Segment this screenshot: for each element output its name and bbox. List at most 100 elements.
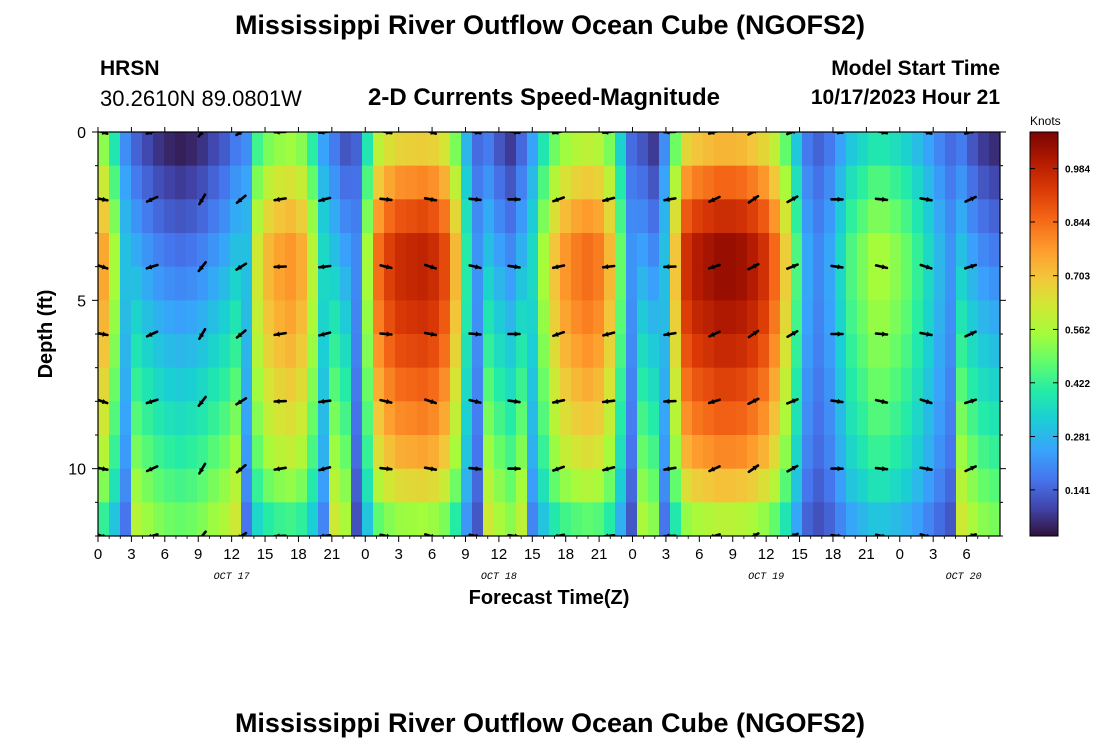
heatmap-cell — [219, 468, 231, 503]
heatmap-cell — [725, 401, 737, 436]
heatmap-cell — [923, 132, 935, 167]
heatmap-cell — [560, 266, 572, 301]
heatmap-cell — [472, 367, 484, 402]
heatmap-cell — [472, 502, 484, 536]
heatmap-cell — [98, 502, 110, 536]
heatmap-cell — [736, 401, 748, 436]
heatmap-cell — [164, 300, 176, 335]
heatmap-cell — [956, 401, 968, 436]
heatmap-cell — [285, 401, 297, 436]
heatmap-cell — [637, 165, 649, 200]
heatmap-cell — [824, 468, 836, 503]
heatmap-cell — [527, 468, 539, 503]
heatmap-cell — [714, 435, 726, 470]
heatmap-cell — [296, 132, 308, 167]
heatmap-cell — [780, 502, 792, 536]
heatmap-cell — [142, 367, 154, 402]
heatmap-cell — [98, 401, 110, 436]
current-vector — [875, 132, 889, 135]
heatmap-cell — [956, 468, 968, 503]
heatmap-cell — [439, 334, 451, 369]
heatmap-cell — [692, 233, 704, 268]
heatmap-cell — [406, 266, 418, 301]
heatmap-cell — [813, 334, 825, 369]
heatmap-cell — [549, 300, 561, 335]
heatmap-cell — [780, 233, 792, 268]
heatmap-cell — [362, 266, 374, 301]
heatmap-cell — [428, 233, 440, 268]
heatmap-cell — [395, 266, 407, 301]
x-tick-label: 15 — [257, 546, 274, 563]
current-vector — [663, 264, 677, 270]
current-vector — [707, 263, 722, 270]
heatmap-cell — [857, 132, 869, 167]
heatmap-cell — [230, 367, 242, 402]
heatmap-cell — [263, 334, 275, 369]
heatmap-cell — [494, 468, 506, 503]
heatmap-cell — [340, 132, 352, 167]
heatmap-cell — [956, 300, 968, 335]
x-tick-label: 0 — [628, 546, 636, 563]
heatmap-cell — [868, 132, 880, 167]
heatmap-cell — [472, 266, 484, 301]
heatmap-cell — [494, 401, 506, 436]
heatmap-cell — [901, 300, 913, 335]
heatmap-cell — [835, 233, 847, 268]
current-vector — [379, 264, 393, 270]
heatmap-cell — [450, 401, 462, 436]
heatmap-cell — [560, 334, 572, 369]
heatmap-cell — [109, 502, 121, 536]
heatmap-cell — [989, 468, 1000, 503]
heatmap-cell — [417, 199, 429, 234]
heatmap-cell — [659, 401, 671, 436]
heatmap-cell — [758, 233, 770, 268]
heatmap-cell — [241, 334, 253, 369]
heatmap-cell — [516, 300, 528, 335]
heatmap-cell — [384, 435, 396, 470]
heatmap-cell — [725, 266, 737, 301]
heatmap-cell — [890, 468, 902, 503]
current-vector — [235, 194, 247, 205]
heatmap-cell — [384, 502, 396, 536]
heatmap-cell — [736, 165, 748, 200]
heatmap-cell — [461, 199, 473, 234]
heatmap-cell — [582, 334, 594, 369]
heatmap-cell — [131, 502, 143, 536]
heatmap-cell — [637, 266, 649, 301]
model-start-label: Model Start Time — [831, 57, 1000, 80]
heatmap-cell — [307, 435, 319, 470]
heatmap-cell — [582, 401, 594, 436]
heatmap-cell — [175, 300, 187, 335]
heatmap-cell — [703, 165, 715, 200]
heatmap-cell — [604, 435, 616, 470]
heatmap-cell — [208, 300, 220, 335]
heatmap-cell — [560, 199, 572, 234]
heatmap-cell — [648, 266, 660, 301]
heatmap-cell — [230, 468, 242, 503]
heatmap-cell — [263, 165, 275, 200]
heatmap-cell — [208, 233, 220, 268]
heatmap-cell — [483, 165, 495, 200]
heatmap-cell — [395, 334, 407, 369]
heatmap-cell — [648, 199, 660, 234]
heatmap-cell — [230, 199, 242, 234]
heatmap-cell — [450, 199, 462, 234]
heatmap-cell — [890, 367, 902, 402]
heatmap-cell — [329, 233, 341, 268]
heatmap-cell — [758, 199, 770, 234]
heatmap-cell — [989, 165, 1000, 200]
heatmap-cell — [714, 266, 726, 301]
heatmap-cell — [692, 367, 704, 402]
current-vector — [379, 331, 393, 337]
heatmap-cell — [747, 502, 759, 536]
heatmap-cell — [483, 468, 495, 503]
heatmap-cell — [164, 132, 176, 167]
heatmap-cell — [813, 165, 825, 200]
current-vector — [379, 196, 393, 202]
heatmap-cell — [307, 334, 319, 369]
heatmap-cell — [813, 132, 825, 167]
heatmap-cell — [208, 435, 220, 470]
heatmap-cell — [318, 266, 330, 301]
heatmap-cell — [318, 334, 330, 369]
x-tick-label: 12 — [758, 546, 775, 563]
